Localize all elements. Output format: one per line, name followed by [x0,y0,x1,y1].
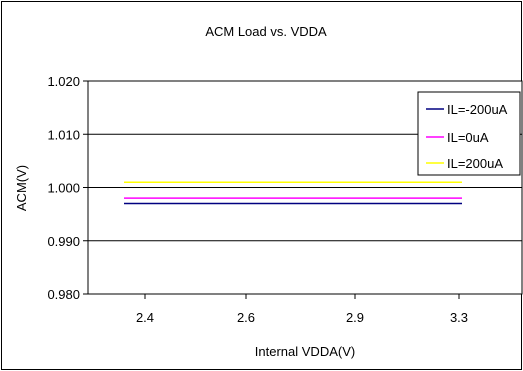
y-tick-labels: 0.980 0.990 1.000 1.010 1.020 [47,74,80,302]
x-tick-label: 2.4 [136,310,154,325]
y-tick-label: 1.010 [47,127,80,142]
y-tick-label: 0.980 [47,287,80,302]
y-tick-label: 0.990 [47,234,80,249]
y-tick-label: 1.020 [47,74,80,89]
y-tick-label: 1.000 [47,181,80,196]
x-tick-labels: 2.4 2.6 2.9 3.3 [136,310,468,325]
legend-label-2: IL=200uA [447,156,503,171]
x-tick-label: 2.9 [346,310,364,325]
y-axis-label: ACM(V) [14,165,29,211]
chart-title: ACM Load vs. VDDA [205,24,327,39]
legend: IL=-200uA IL=0uA IL=200uA [417,91,521,176]
legend-label-0: IL=-200uA [447,102,508,117]
x-axis-label: Internal VDDA(V) [255,344,355,359]
x-tick-label: 3.3 [450,310,468,325]
legend-box [417,91,521,176]
x-tick-label: 2.6 [237,310,255,325]
legend-label-1: IL=0uA [447,130,489,145]
series-layer [124,181,462,205]
